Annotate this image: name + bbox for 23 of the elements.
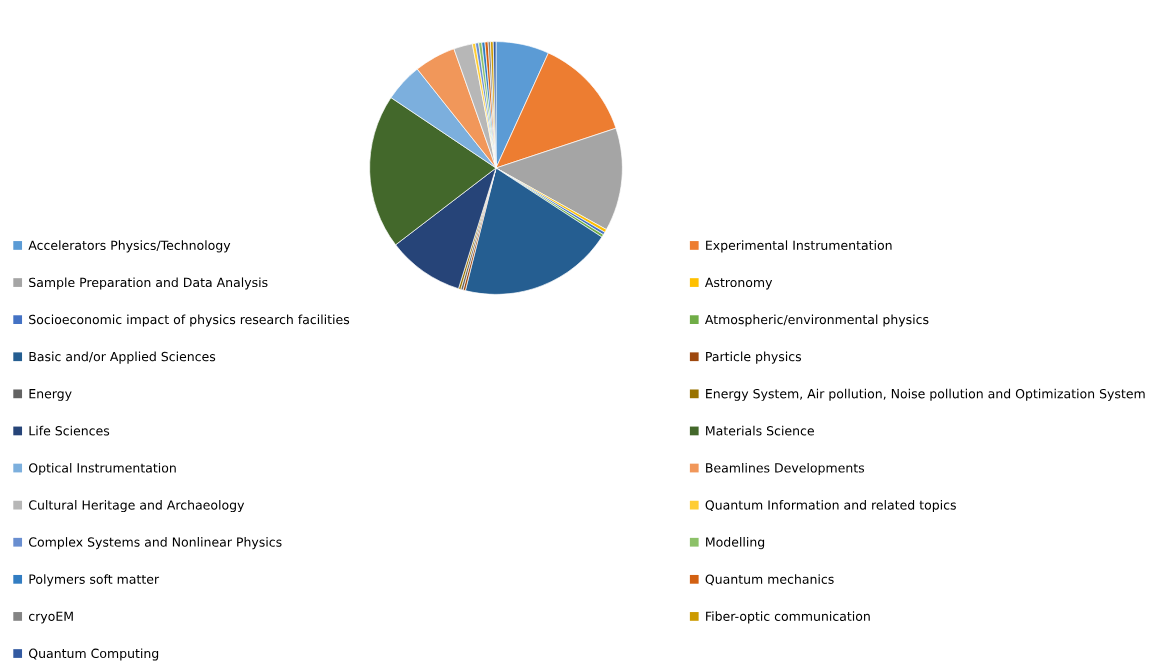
legend-label: Experimental Instrumentation (706, 240, 892, 253)
legend-label: Life Sciences (29, 425, 110, 436)
legend-label: Socioeconomic impact of physics research facilities (29, 314, 350, 327)
legend-label: cryoEM (28, 611, 73, 624)
legend-label: Atmospheric/environmental physics (704, 314, 929, 327)
legend-label: Energy (29, 389, 72, 401)
legend-label: Quantum mechanics (705, 574, 834, 586)
legend-label: Astronomy (704, 277, 773, 290)
legend-label: Energy System, Air pollution, Noise pollution and Optimization System (706, 388, 1145, 401)
legend-label: Cultural Heritage and Archaeology (29, 500, 245, 513)
legend-label: Sample Preparation and Data Analysis (29, 277, 268, 290)
legend-label: Beamlines Developments (706, 462, 865, 476)
legend-label: Accelerators Physics/Technology (28, 240, 231, 253)
legend-label: Particle physics (706, 351, 802, 364)
legend-label: Quantum Information and related topics (705, 500, 956, 513)
legend-label: Modelling (706, 537, 765, 550)
legend-label: Fiber-optic communication (706, 611, 870, 624)
legend-label: Polymers soft matter (29, 574, 160, 587)
legend-label: Optical Instrumentation (29, 462, 176, 476)
legend-label: Quantum Computing (29, 648, 159, 661)
legend-label: Materials Science (706, 425, 814, 436)
legend-label: Complex Systems and Nonlinear Physics (29, 537, 282, 550)
legend-label: Basic and/or Applied Sciences (29, 351, 216, 364)
